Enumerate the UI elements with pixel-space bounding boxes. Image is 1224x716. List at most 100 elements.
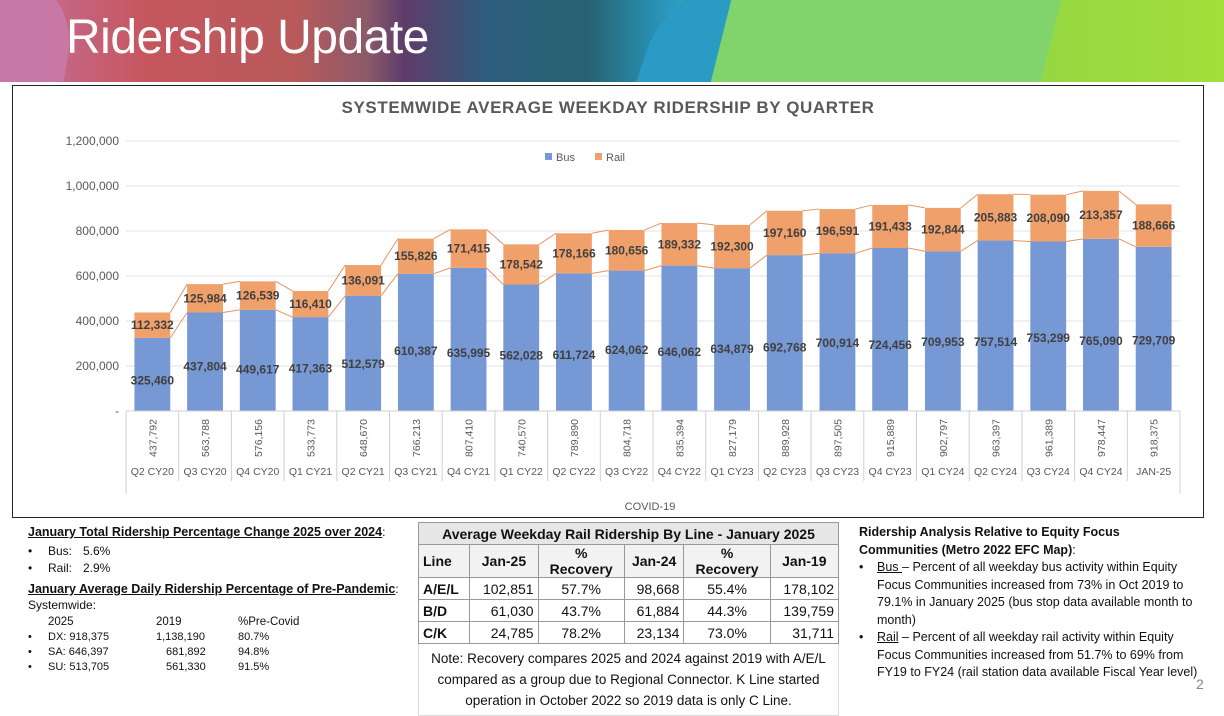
data-label-rail: 116,410 bbox=[289, 297, 332, 311]
slide-title: Ridership Update bbox=[66, 10, 429, 65]
x-category-label: Q1 CY23 bbox=[710, 466, 753, 478]
bar-bus bbox=[1083, 239, 1119, 411]
series-line-bus bbox=[750, 255, 767, 268]
series-line-bus bbox=[1013, 241, 1030, 242]
heading-colon: : bbox=[395, 582, 398, 596]
series-line-rail bbox=[592, 230, 609, 233]
value-2019: 1,138,190 bbox=[156, 631, 238, 643]
change-value: 5.6% bbox=[83, 544, 110, 558]
banner-swoosh bbox=[704, 0, 1066, 82]
x-total-label: 807,410 bbox=[464, 419, 476, 457]
y-tick-label: 1,200,000 bbox=[66, 134, 120, 148]
data-label-rail: 192,844 bbox=[921, 223, 965, 237]
value-pct: 94.8% bbox=[238, 646, 318, 658]
series-line-bus bbox=[697, 266, 714, 269]
data-label-rail: 180,656 bbox=[605, 243, 649, 257]
legend-swatch-rail bbox=[595, 153, 602, 160]
series-line-rail bbox=[803, 209, 820, 211]
bullet: • bbox=[859, 629, 877, 682]
data-label-bus: 437,804 bbox=[183, 360, 227, 374]
equity-item-rail: • Rail – Percent of all weekday rail act… bbox=[859, 629, 1199, 682]
change-heading: January Total Ridership Percentage Chang… bbox=[28, 525, 382, 539]
x-total-label: 918,375 bbox=[1149, 419, 1161, 457]
bar-bus bbox=[240, 310, 276, 411]
value-2025: 646,397 bbox=[69, 646, 109, 658]
series-line-rail bbox=[223, 281, 240, 284]
data-label-bus: 753,299 bbox=[1027, 331, 1071, 345]
chart-svg: SYSTEMWIDE AVERAGE WEEKDAY RIDERSHIP BY … bbox=[13, 86, 1203, 517]
cell: 178,102 bbox=[770, 578, 838, 600]
data-label-rail: 155,826 bbox=[394, 249, 438, 263]
data-label-rail: 213,357 bbox=[1079, 208, 1123, 222]
table-row: B/D 61,030 43.7% 61,884 44.3% 139,759 bbox=[419, 600, 839, 622]
rail-ridership-table: Average Weekday Rail Ridership By Line -… bbox=[418, 522, 839, 716]
x-total-label: 804,718 bbox=[622, 419, 634, 457]
bullet: • bbox=[859, 559, 877, 629]
item-text: – Percent of all weekday bus activity wi… bbox=[877, 560, 1193, 627]
series-line-rail bbox=[1119, 191, 1136, 205]
x-category-label: Q2 CY20 bbox=[131, 466, 174, 478]
column-header: 2019 bbox=[156, 616, 238, 628]
row-label: SU: bbox=[48, 661, 66, 673]
x-total-label: 740,570 bbox=[516, 419, 528, 457]
ridership-change-notes: January Total Ridership Percentage Chang… bbox=[28, 525, 408, 674]
column-header: 2025 bbox=[48, 616, 156, 628]
data-label-bus: 634,879 bbox=[710, 342, 754, 356]
column-header: %Pre-Covid bbox=[238, 616, 318, 628]
column-header: Jan-24 bbox=[624, 545, 684, 578]
cell: 43.7% bbox=[538, 600, 624, 622]
bar-bus bbox=[451, 268, 487, 411]
chart-title: SYSTEMWIDE AVERAGE WEEKDAY RIDERSHIP BY … bbox=[342, 98, 875, 117]
data-label-bus: 611,724 bbox=[553, 348, 596, 362]
prepandemic-row: • SA: 646,397 681,892 94.8% bbox=[28, 644, 408, 659]
bar-bus bbox=[820, 253, 856, 411]
series-line-bus bbox=[855, 248, 872, 253]
x-category-label: Q3 CY21 bbox=[394, 466, 437, 478]
column-header: Jan-19 bbox=[770, 545, 838, 578]
cell: 31,711 bbox=[770, 622, 838, 644]
data-label-bus: 724,456 bbox=[868, 338, 912, 352]
data-label-bus: 692,768 bbox=[763, 341, 807, 355]
x-total-label: 533,773 bbox=[305, 419, 317, 457]
x-total-label: 978,447 bbox=[1096, 419, 1108, 457]
series-line-bus bbox=[645, 266, 662, 271]
series-line-bus bbox=[434, 268, 451, 274]
bar-bus bbox=[556, 273, 592, 411]
row-label: DX: bbox=[48, 631, 66, 643]
bar-bus bbox=[872, 248, 908, 411]
change-item-rail: •Rail:2.9% bbox=[28, 559, 408, 576]
legend-swatch-bus bbox=[545, 153, 552, 160]
value-2019: 681,892 bbox=[156, 646, 238, 658]
change-value: 2.9% bbox=[83, 561, 110, 575]
x-total-label: 889,928 bbox=[780, 419, 792, 457]
prepandemic-columns: 2025 2019 %Pre-Covid bbox=[28, 614, 408, 629]
x-total-label: 576,156 bbox=[253, 419, 265, 457]
x-total-label: 766,213 bbox=[411, 419, 423, 457]
bar-bus bbox=[1136, 247, 1172, 411]
cell: 78.2% bbox=[538, 622, 624, 644]
x-total-label: 437,792 bbox=[147, 419, 159, 457]
value-pct: 91.5% bbox=[238, 661, 318, 673]
series-line-rail bbox=[697, 223, 714, 225]
x-category-label: Q3 CY20 bbox=[183, 466, 226, 478]
data-label-rail: 205,883 bbox=[974, 210, 1018, 224]
series-line-rail bbox=[750, 211, 767, 225]
data-label-rail: 197,160 bbox=[763, 226, 807, 240]
data-label-bus: 610,387 bbox=[394, 344, 438, 358]
bar-bus bbox=[767, 255, 803, 411]
x-category-label: Q2 CY21 bbox=[342, 466, 385, 478]
line-name: C/K bbox=[419, 622, 470, 644]
value-2019: 561,330 bbox=[156, 661, 238, 673]
x-total-label: 963,397 bbox=[991, 419, 1003, 457]
heading-colon: : bbox=[382, 525, 385, 539]
cell: 44.3% bbox=[684, 600, 770, 622]
data-label-bus: 417,363 bbox=[289, 361, 333, 375]
equity-item-bus: • Bus – Percent of all weekday bus activ… bbox=[859, 559, 1199, 629]
x-category-label: Q4 CY23 bbox=[869, 466, 912, 478]
bullet: • bbox=[28, 661, 48, 673]
data-label-bus: 709,953 bbox=[921, 335, 965, 349]
series-line-rail bbox=[645, 223, 662, 230]
bar-bus bbox=[978, 241, 1014, 411]
cell: 102,851 bbox=[470, 578, 538, 600]
row-label: SA: bbox=[48, 646, 66, 658]
